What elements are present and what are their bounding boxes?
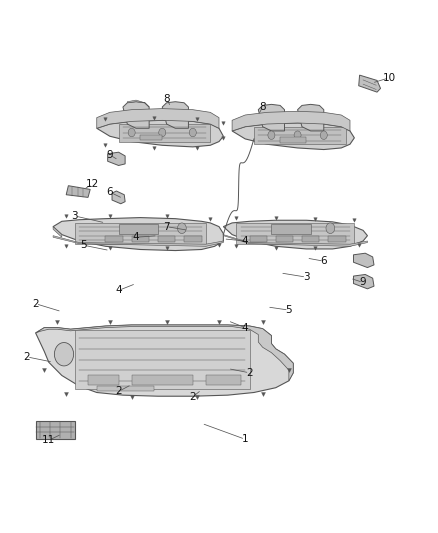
Polygon shape bbox=[75, 223, 206, 244]
Polygon shape bbox=[123, 102, 149, 128]
Polygon shape bbox=[158, 236, 175, 242]
Polygon shape bbox=[237, 223, 354, 244]
Text: 2: 2 bbox=[115, 386, 122, 397]
Polygon shape bbox=[353, 274, 374, 289]
Text: 6: 6 bbox=[106, 187, 113, 197]
Circle shape bbox=[189, 128, 196, 137]
Text: 2: 2 bbox=[32, 298, 39, 309]
Polygon shape bbox=[162, 102, 188, 128]
Polygon shape bbox=[75, 330, 250, 389]
Polygon shape bbox=[66, 185, 90, 197]
Polygon shape bbox=[119, 224, 158, 233]
Text: 11: 11 bbox=[42, 435, 55, 446]
Text: 4: 4 bbox=[115, 286, 122, 295]
Text: 9: 9 bbox=[360, 278, 367, 287]
Polygon shape bbox=[223, 235, 367, 246]
Text: 5: 5 bbox=[80, 240, 87, 250]
Text: 9: 9 bbox=[106, 150, 113, 160]
Polygon shape bbox=[250, 236, 267, 242]
Polygon shape bbox=[276, 236, 293, 242]
Text: 3: 3 bbox=[303, 272, 310, 282]
Text: 8: 8 bbox=[163, 94, 170, 104]
Polygon shape bbox=[127, 100, 149, 107]
Polygon shape bbox=[223, 220, 367, 249]
Text: 4: 4 bbox=[133, 232, 139, 243]
Text: 10: 10 bbox=[383, 73, 396, 83]
Polygon shape bbox=[353, 253, 374, 268]
Text: 1: 1 bbox=[242, 434, 248, 445]
Polygon shape bbox=[302, 236, 319, 242]
Polygon shape bbox=[53, 227, 62, 237]
Polygon shape bbox=[119, 124, 210, 142]
Polygon shape bbox=[272, 224, 311, 233]
Text: 2: 2 bbox=[24, 352, 30, 362]
Circle shape bbox=[320, 131, 327, 140]
Polygon shape bbox=[359, 75, 381, 92]
Polygon shape bbox=[280, 138, 306, 143]
Text: 2: 2 bbox=[246, 368, 253, 378]
Circle shape bbox=[128, 128, 135, 137]
Polygon shape bbox=[232, 111, 350, 131]
Polygon shape bbox=[112, 191, 125, 204]
Polygon shape bbox=[53, 217, 223, 251]
Text: 4: 4 bbox=[242, 236, 248, 246]
Polygon shape bbox=[328, 236, 346, 242]
Polygon shape bbox=[141, 135, 162, 140]
Polygon shape bbox=[254, 127, 346, 144]
Polygon shape bbox=[132, 236, 149, 242]
Circle shape bbox=[159, 128, 166, 137]
Polygon shape bbox=[35, 421, 75, 439]
Polygon shape bbox=[232, 123, 354, 150]
Text: 2: 2 bbox=[190, 392, 196, 402]
Text: 5: 5 bbox=[286, 305, 292, 315]
Circle shape bbox=[326, 223, 335, 233]
Circle shape bbox=[294, 131, 301, 140]
Circle shape bbox=[54, 343, 74, 366]
Text: 3: 3 bbox=[71, 211, 78, 221]
Polygon shape bbox=[206, 375, 241, 384]
Text: 8: 8 bbox=[259, 102, 266, 112]
Polygon shape bbox=[108, 152, 125, 165]
Polygon shape bbox=[97, 120, 223, 147]
Text: 12: 12 bbox=[86, 179, 99, 189]
Polygon shape bbox=[53, 236, 223, 246]
Polygon shape bbox=[97, 109, 219, 128]
Polygon shape bbox=[297, 104, 324, 131]
Polygon shape bbox=[97, 386, 153, 391]
Polygon shape bbox=[35, 325, 293, 396]
Polygon shape bbox=[184, 236, 201, 242]
Polygon shape bbox=[35, 325, 293, 381]
Text: 7: 7 bbox=[163, 222, 170, 232]
Polygon shape bbox=[88, 375, 119, 384]
Text: 4: 4 bbox=[242, 322, 248, 333]
Polygon shape bbox=[106, 236, 123, 242]
Polygon shape bbox=[132, 375, 193, 384]
Polygon shape bbox=[258, 104, 285, 131]
Circle shape bbox=[268, 131, 275, 140]
Text: 6: 6 bbox=[321, 256, 327, 266]
Circle shape bbox=[177, 223, 186, 233]
